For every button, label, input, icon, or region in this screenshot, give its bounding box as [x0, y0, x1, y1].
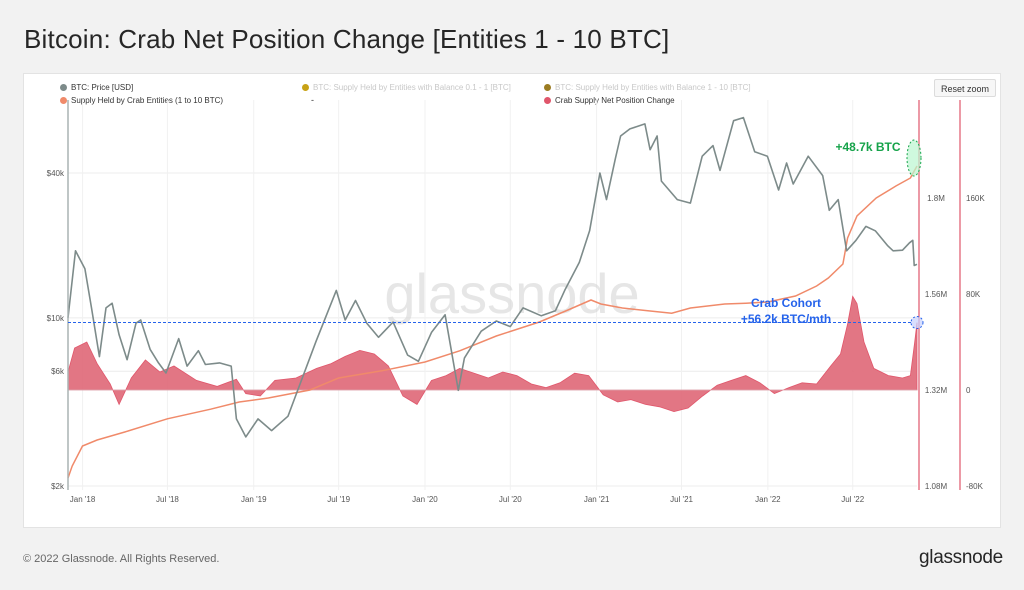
legend-label-supply-0-1-to-1: BTC: Supply Held by Entities with Balanc…: [313, 83, 511, 92]
chart-legend: BTC: Price [USD] BTC: Supply Held by Ent…: [60, 83, 920, 109]
legend-item-unnamed: -: [311, 95, 314, 105]
legend-item-btc-price[interactable]: BTC: Price [USD]: [60, 83, 133, 92]
legend-marker-supply-1-to-10: [544, 84, 551, 91]
legend-item-supply-0-1-to-1[interactable]: BTC: Supply Held by Entities with Balanc…: [302, 83, 511, 92]
legend-marker-supply-0-1-to-1: [302, 84, 309, 91]
glassnode-logo: glassnode: [919, 547, 1003, 568]
legend-marker-crab-supply: [60, 97, 67, 104]
legend-label-crab-supply: Supply Held by Crab Entities (1 to 10 BT…: [71, 96, 224, 105]
copyright-text: © 2022 Glassnode. All Rights Reserved.: [23, 553, 220, 565]
legend-label-supply-1-to-10: BTC: Supply Held by Entities with Balanc…: [555, 83, 751, 92]
reset-zoom-button[interactable]: Reset zoom: [934, 79, 996, 97]
legend-item-crab-net-change[interactable]: Crab Supply Net Position Change: [544, 96, 675, 105]
legend-label-btc-price: BTC: Price [USD]: [71, 83, 134, 92]
page-title: Bitcoin: Crab Net Position Change [Entit…: [24, 24, 670, 54]
legend-marker-btc-price: [60, 84, 67, 91]
chart-panel: [23, 73, 1001, 528]
legend-item-crab-supply[interactable]: Supply Held by Crab Entities (1 to 10 BT…: [60, 96, 223, 105]
legend-marker-crab-net-change: [544, 97, 551, 104]
legend-item-supply-1-to-10[interactable]: BTC: Supply Held by Entities with Balanc…: [544, 83, 751, 92]
legend-label-crab-net-change: Crab Supply Net Position Change: [555, 96, 675, 105]
